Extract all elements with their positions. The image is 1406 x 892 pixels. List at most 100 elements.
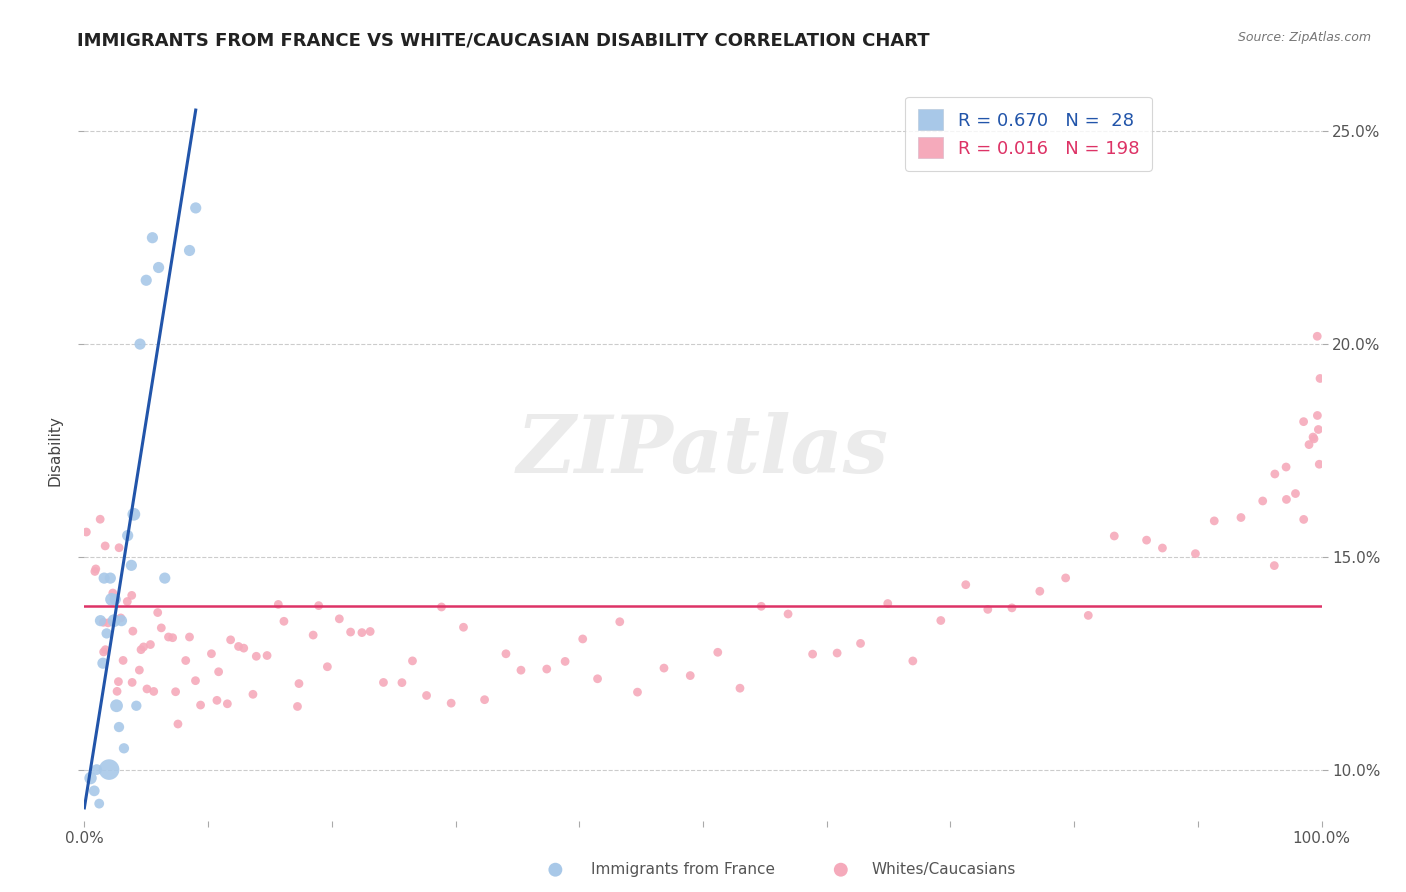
Point xyxy=(1306,409,1329,423)
Point xyxy=(415,689,437,703)
Point xyxy=(157,630,180,644)
Point xyxy=(146,606,169,620)
Point xyxy=(128,663,150,677)
Point xyxy=(219,632,242,647)
Point xyxy=(200,647,222,661)
Point xyxy=(849,636,872,650)
Point xyxy=(440,696,463,710)
Point xyxy=(1292,512,1315,526)
Point xyxy=(89,614,111,628)
Point xyxy=(79,771,101,785)
Point xyxy=(83,784,105,798)
Point xyxy=(108,720,131,734)
Point xyxy=(135,273,157,287)
Point xyxy=(148,260,170,275)
Point xyxy=(91,615,114,630)
Point xyxy=(1054,571,1077,585)
Point xyxy=(100,592,122,607)
Point xyxy=(453,620,475,634)
Point xyxy=(108,541,131,555)
Point xyxy=(122,508,145,522)
Legend: R = 0.670   N =  28, R = 0.016   N = 198: R = 0.670 N = 28, R = 0.016 N = 198 xyxy=(905,96,1152,171)
Point xyxy=(1303,432,1326,446)
Point xyxy=(104,592,127,607)
Point xyxy=(679,668,702,682)
Point xyxy=(86,763,108,777)
Point xyxy=(1284,486,1306,500)
Point xyxy=(242,687,264,701)
Text: IMMIGRANTS FROM FRANCE VS WHITE/CAUCASIAN DISABILITY CORRELATION CHART: IMMIGRANTS FROM FRANCE VS WHITE/CAUCASIA… xyxy=(77,31,929,49)
Point xyxy=(129,642,152,657)
Point xyxy=(955,577,977,591)
Point xyxy=(776,607,799,621)
Point xyxy=(749,599,772,614)
Text: ZIPatlas: ZIPatlas xyxy=(517,412,889,489)
Text: Whites/Caucasians: Whites/Caucasians xyxy=(872,863,1017,877)
Point xyxy=(1298,437,1320,451)
Point xyxy=(273,615,295,629)
Point xyxy=(91,657,114,671)
Point xyxy=(1184,547,1206,561)
Point xyxy=(1308,422,1330,436)
Point xyxy=(107,674,129,689)
Point xyxy=(179,244,201,258)
Point xyxy=(1263,558,1285,573)
Point xyxy=(350,625,373,640)
Point xyxy=(112,653,135,667)
Point xyxy=(1302,430,1324,444)
Point xyxy=(316,659,339,673)
Point xyxy=(205,693,228,707)
Point xyxy=(474,692,496,706)
Point xyxy=(112,741,135,756)
Point xyxy=(93,571,115,585)
Point xyxy=(228,640,250,654)
Point xyxy=(97,615,120,630)
Point xyxy=(825,646,848,660)
Point xyxy=(162,631,184,645)
Point xyxy=(536,662,558,676)
Point xyxy=(288,676,311,690)
Point xyxy=(287,699,309,714)
Point xyxy=(121,675,143,690)
Point xyxy=(1264,467,1286,481)
Point xyxy=(401,654,423,668)
Text: Source: ZipAtlas.com: Source: ZipAtlas.com xyxy=(1237,31,1371,45)
Point xyxy=(120,558,142,573)
Point xyxy=(83,565,105,579)
Point xyxy=(110,611,132,625)
Point xyxy=(609,615,631,629)
Point xyxy=(1077,608,1099,623)
Point xyxy=(652,661,675,675)
Point xyxy=(1204,514,1226,528)
Point xyxy=(1104,529,1126,543)
Point xyxy=(302,628,325,642)
Point xyxy=(105,698,128,713)
Point xyxy=(93,645,115,659)
Point xyxy=(132,640,155,654)
Point xyxy=(308,599,330,613)
Point xyxy=(117,528,139,542)
Point xyxy=(830,863,852,877)
Point xyxy=(142,684,165,698)
Point xyxy=(150,621,173,635)
Point xyxy=(125,698,148,713)
Point xyxy=(94,539,117,553)
Point xyxy=(98,571,121,585)
Point xyxy=(1275,492,1298,507)
Point xyxy=(141,230,163,244)
Point xyxy=(1275,460,1298,475)
Point xyxy=(190,698,212,712)
Point xyxy=(586,672,609,686)
Point xyxy=(626,685,648,699)
Point xyxy=(256,648,278,663)
Point xyxy=(75,524,97,539)
Point xyxy=(571,632,593,646)
Point xyxy=(165,684,187,698)
Point xyxy=(84,562,107,576)
Point xyxy=(101,586,124,600)
Point xyxy=(121,624,143,639)
Point xyxy=(430,599,453,614)
Point xyxy=(174,653,197,667)
Point xyxy=(1135,533,1157,548)
Point xyxy=(184,201,207,215)
